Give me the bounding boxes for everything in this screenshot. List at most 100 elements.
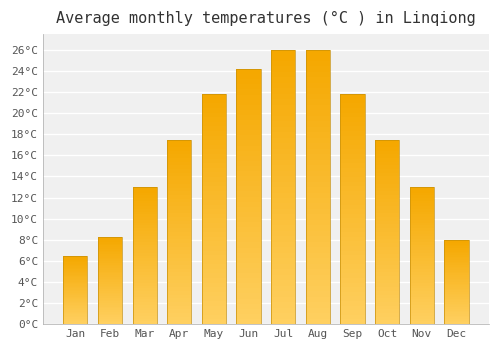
Bar: [63, 312, 88, 313]
Bar: [236, 79, 260, 84]
Bar: [306, 264, 330, 269]
Bar: [202, 278, 226, 283]
Bar: [98, 287, 122, 289]
Bar: [202, 108, 226, 113]
Bar: [340, 260, 364, 264]
Bar: [340, 149, 364, 154]
Bar: [132, 223, 157, 225]
Bar: [340, 99, 364, 104]
Bar: [410, 283, 434, 286]
Bar: [340, 94, 364, 324]
Bar: [236, 161, 260, 166]
Bar: [306, 121, 330, 127]
Bar: [132, 239, 157, 242]
Bar: [444, 255, 468, 257]
Bar: [306, 83, 330, 89]
Bar: [167, 280, 192, 284]
Bar: [444, 265, 468, 267]
Bar: [132, 209, 157, 212]
Bar: [132, 321, 157, 324]
Bar: [202, 104, 226, 108]
Bar: [63, 316, 88, 317]
Bar: [63, 281, 88, 283]
Bar: [132, 288, 157, 291]
Bar: [375, 280, 400, 284]
Bar: [98, 270, 122, 272]
Bar: [444, 262, 468, 263]
Bar: [410, 212, 434, 215]
Bar: [271, 121, 295, 127]
Bar: [132, 195, 157, 198]
Bar: [306, 198, 330, 203]
Bar: [98, 301, 122, 303]
Bar: [340, 117, 364, 122]
Bar: [340, 301, 364, 306]
Bar: [340, 264, 364, 269]
Bar: [167, 313, 192, 317]
Bar: [340, 104, 364, 108]
Bar: [236, 166, 260, 171]
Bar: [236, 247, 260, 253]
Bar: [271, 165, 295, 170]
Bar: [236, 207, 260, 212]
Bar: [271, 280, 295, 286]
Bar: [202, 99, 226, 104]
Bar: [63, 258, 88, 260]
Bar: [306, 220, 330, 225]
Bar: [444, 322, 468, 324]
Bar: [167, 214, 192, 217]
Bar: [375, 228, 400, 232]
Bar: [63, 261, 88, 262]
Bar: [375, 199, 400, 202]
Bar: [202, 177, 226, 182]
Bar: [98, 308, 122, 310]
Bar: [167, 232, 192, 236]
Bar: [271, 247, 295, 253]
Bar: [271, 198, 295, 203]
Bar: [444, 307, 468, 309]
Bar: [340, 126, 364, 131]
Bar: [410, 305, 434, 308]
Bar: [202, 186, 226, 191]
Bar: [132, 228, 157, 231]
Bar: [340, 310, 364, 315]
Bar: [236, 69, 260, 74]
Bar: [167, 258, 192, 261]
Bar: [236, 304, 260, 309]
Bar: [202, 173, 226, 177]
Bar: [271, 193, 295, 198]
Bar: [410, 247, 434, 250]
Bar: [132, 256, 157, 258]
Bar: [375, 210, 400, 214]
Bar: [63, 256, 88, 324]
Bar: [98, 258, 122, 259]
Bar: [306, 50, 330, 324]
Bar: [340, 195, 364, 200]
Bar: [444, 250, 468, 252]
Bar: [410, 220, 434, 223]
Bar: [132, 261, 157, 264]
Bar: [98, 245, 122, 247]
Bar: [271, 187, 295, 192]
Bar: [236, 110, 260, 115]
Bar: [375, 258, 400, 261]
Bar: [236, 309, 260, 314]
Bar: [444, 297, 468, 299]
Bar: [63, 271, 88, 272]
Bar: [306, 149, 330, 154]
Bar: [340, 296, 364, 301]
Bar: [340, 154, 364, 159]
Bar: [98, 237, 122, 238]
Bar: [167, 298, 192, 302]
Bar: [202, 117, 226, 122]
Bar: [271, 56, 295, 61]
Bar: [132, 245, 157, 247]
Bar: [444, 279, 468, 280]
Bar: [63, 278, 88, 279]
Bar: [167, 202, 192, 206]
Bar: [202, 283, 226, 287]
Bar: [271, 215, 295, 220]
Bar: [444, 282, 468, 284]
Bar: [63, 320, 88, 321]
Bar: [63, 293, 88, 294]
